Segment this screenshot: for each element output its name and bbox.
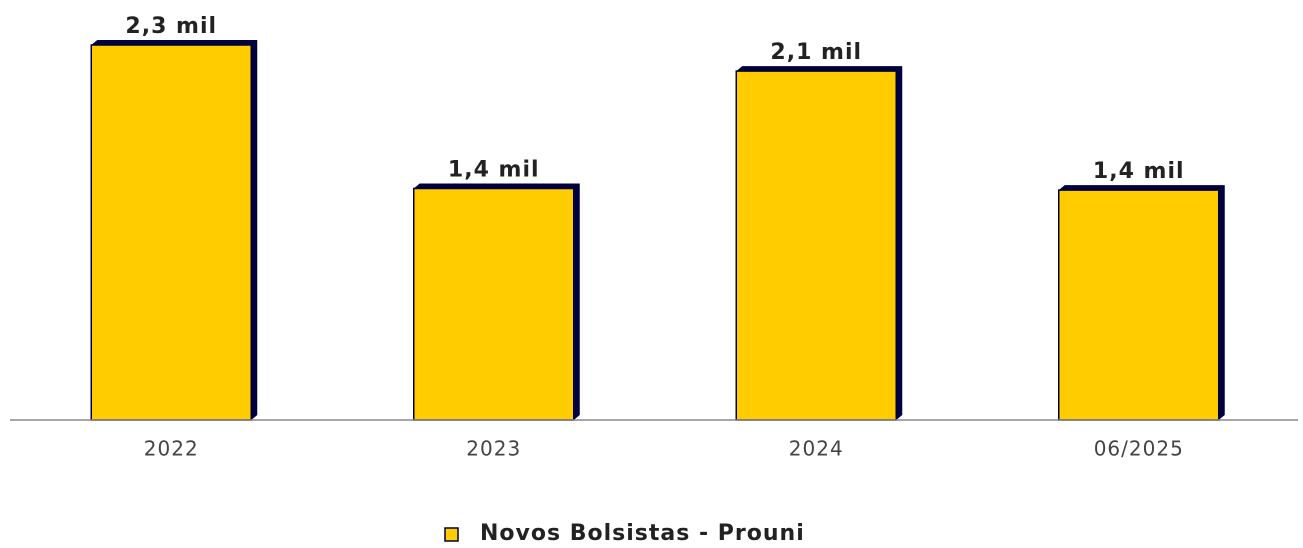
x-tick-label: 06/2025 (1094, 437, 1184, 461)
x-tick-label: 2022 (144, 437, 199, 461)
legend-label: Novos Bolsistas - Prouni (480, 521, 805, 546)
bar (90, 44, 252, 421)
x-tick-label: 2023 (466, 437, 521, 461)
value-label: 1,4 mil (1093, 159, 1185, 184)
bar (735, 70, 897, 421)
bar (413, 187, 575, 421)
legend-swatch (444, 527, 459, 542)
value-label: 2,3 mil (125, 14, 217, 39)
bar (1058, 189, 1220, 421)
value-label: 2,1 mil (770, 40, 862, 65)
x-tick-label: 2024 (789, 437, 844, 461)
value-label: 1,4 mil (448, 157, 540, 182)
